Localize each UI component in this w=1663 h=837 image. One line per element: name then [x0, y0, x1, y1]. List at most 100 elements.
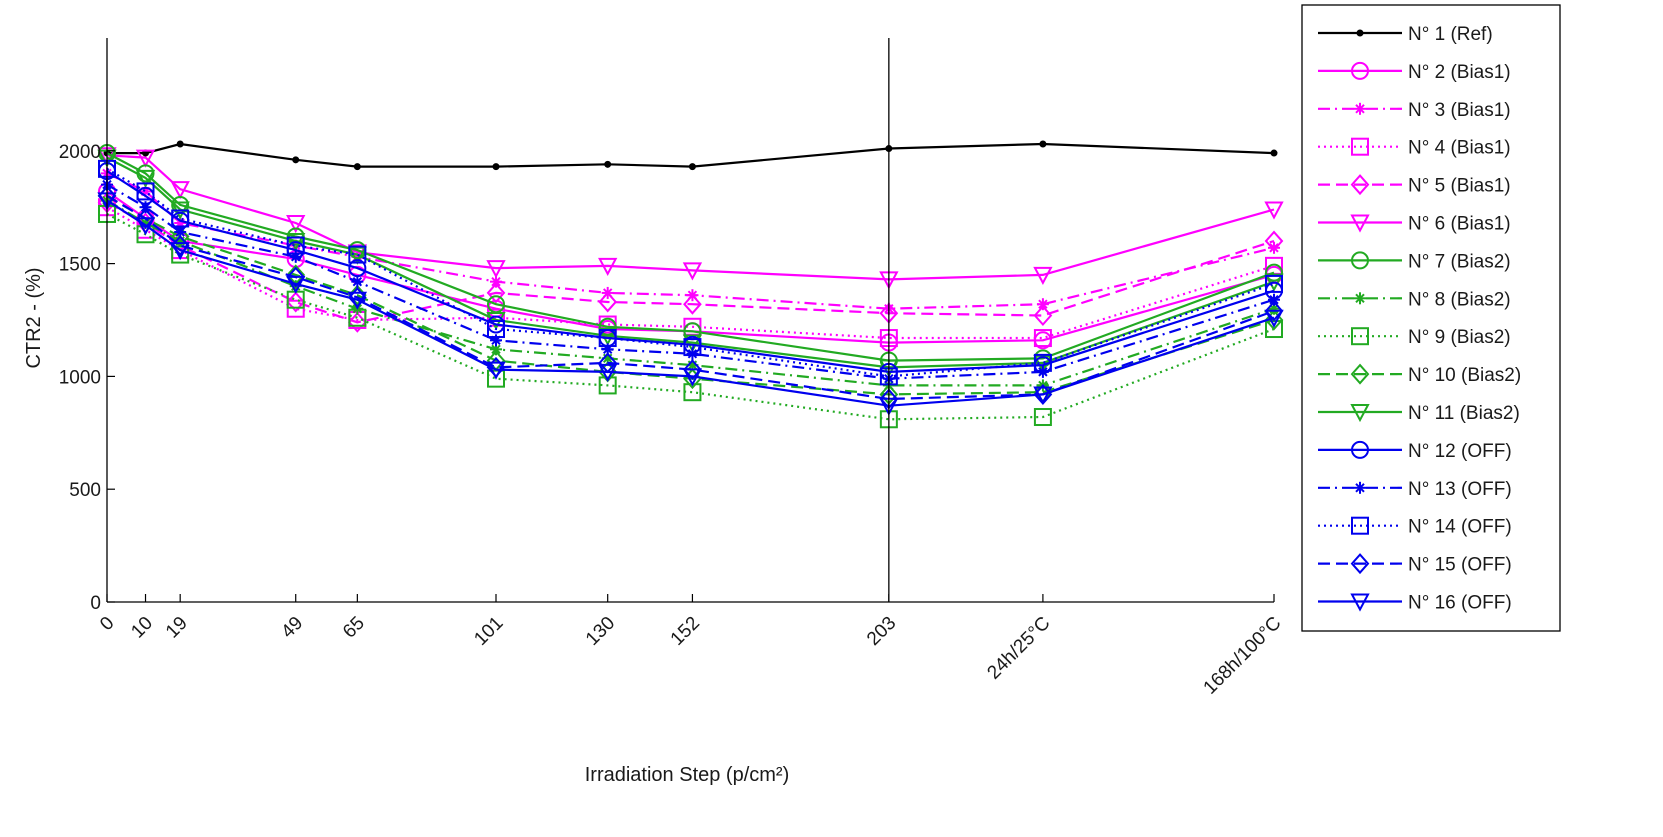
y-tick-label: 1500 [59, 255, 101, 276]
data-point [286, 275, 306, 295]
series-line [106, 194, 1275, 396]
data-point [682, 334, 703, 353]
legend-label: N° 15 (OFF) [1408, 555, 1512, 576]
series-1 [103, 140, 1278, 171]
data-point [492, 163, 500, 171]
legend-item: N° 11 (Bias2) [1318, 403, 1520, 424]
data-point [1264, 201, 1284, 220]
data-point [139, 201, 152, 214]
x-tick-label: 101 [470, 613, 507, 650]
data-point [1033, 408, 1052, 427]
y-tick-label: 1000 [59, 367, 101, 388]
data-point [174, 226, 187, 239]
data-point [353, 163, 361, 171]
data-point [598, 291, 618, 313]
legend-label: N° 12 (OFF) [1408, 441, 1512, 462]
data-point [598, 257, 618, 276]
series-line [106, 183, 1275, 380]
legend-item: N° 15 (OFF) [1318, 553, 1512, 576]
data-point [1265, 263, 1283, 282]
data-point [348, 245, 367, 264]
legend-item: N° 4 (Bias1) [1318, 137, 1511, 159]
data-point [486, 282, 506, 304]
data-point [1350, 174, 1370, 196]
series-line [106, 172, 1275, 310]
data-point [170, 181, 190, 200]
data-point [1354, 481, 1366, 494]
data-point [1351, 61, 1369, 80]
legend-label: N° 5 (Bias1) [1408, 176, 1511, 197]
x-axis-label: Irradiation Step (p/cm²) [585, 764, 790, 786]
x-tick-label: 49 [277, 613, 307, 643]
data-point [1033, 353, 1052, 372]
legend-item: N° 7 (Bias2) [1318, 251, 1511, 272]
x-tick-label: 203 [863, 613, 900, 650]
legend-item: N° 1 (Ref) [1318, 24, 1493, 45]
data-point [1264, 273, 1284, 292]
series-line [107, 142, 1275, 168]
data-point [1033, 329, 1052, 348]
legend-item: N° 5 (Bias1) [1318, 174, 1511, 197]
legend-item: N° 14 (OFF) [1318, 516, 1512, 538]
series-2 [98, 182, 1283, 352]
x-tick-label: 24h/25°C [983, 613, 1054, 684]
y-tick-label: 2000 [59, 142, 101, 163]
data-point [598, 376, 617, 395]
data-point [135, 217, 156, 236]
x-tick-label: 152 [667, 613, 704, 650]
series-line [106, 201, 1275, 324]
data-point [286, 299, 305, 318]
legend-label: N° 11 (Bias2) [1408, 403, 1520, 424]
legend-label: N° 13 (OFF) [1408, 479, 1512, 500]
data-point [286, 227, 305, 246]
data-point [682, 368, 703, 387]
data-point [170, 242, 190, 261]
series-9 [98, 204, 1283, 429]
series-line [106, 154, 1275, 281]
legend-item: N° 12 (OFF) [1318, 440, 1512, 462]
data-point [1354, 102, 1366, 115]
series-line [106, 170, 1275, 374]
data-point [136, 182, 155, 201]
legend-item: N° 13 (OFF) [1318, 479, 1512, 500]
legend-item: N° 3 (Bias1) [1318, 100, 1511, 121]
data-point [682, 262, 703, 281]
y-tick-label: 0 [90, 593, 101, 614]
data-point [1350, 404, 1370, 423]
data-point [683, 293, 702, 315]
x-tick-label: 19 [162, 613, 192, 643]
data-point [1354, 292, 1366, 305]
series-13 [101, 178, 1280, 385]
y-axis-label: CTR2 - (%) [23, 267, 45, 368]
legend-label: N° 3 (Bias1) [1408, 100, 1511, 121]
data-point [604, 160, 612, 168]
data-point [487, 320, 505, 339]
data-point [351, 275, 364, 288]
data-point [170, 226, 190, 248]
data-point [1350, 363, 1370, 385]
data-point [1268, 241, 1280, 254]
series-line [106, 156, 1275, 369]
legend-item: N° 16 (OFF) [1318, 593, 1512, 614]
data-point [1264, 309, 1284, 328]
data-point [683, 338, 702, 357]
data-point [1264, 230, 1284, 252]
legend-label: N° 10 (Bias2) [1408, 365, 1521, 386]
series-line [106, 167, 1275, 378]
series-3 [101, 167, 1280, 315]
data-point [286, 291, 306, 313]
series-line [106, 152, 1275, 362]
x-tick-label: 0 [96, 613, 118, 635]
legend-label: N° 2 (Bias1) [1408, 62, 1511, 83]
legend-label: N° 8 (Bias2) [1408, 289, 1511, 310]
data-point [1039, 140, 1047, 148]
data-point [598, 329, 617, 348]
legend-label: N° 16 (OFF) [1408, 593, 1512, 614]
data-point [136, 207, 155, 229]
legend-item: N° 6 (Bias1) [1318, 214, 1511, 235]
legend-item: N° 2 (Bias1) [1318, 61, 1511, 83]
data-point [686, 347, 699, 360]
data-point [1351, 516, 1369, 535]
data-point [1268, 293, 1280, 306]
